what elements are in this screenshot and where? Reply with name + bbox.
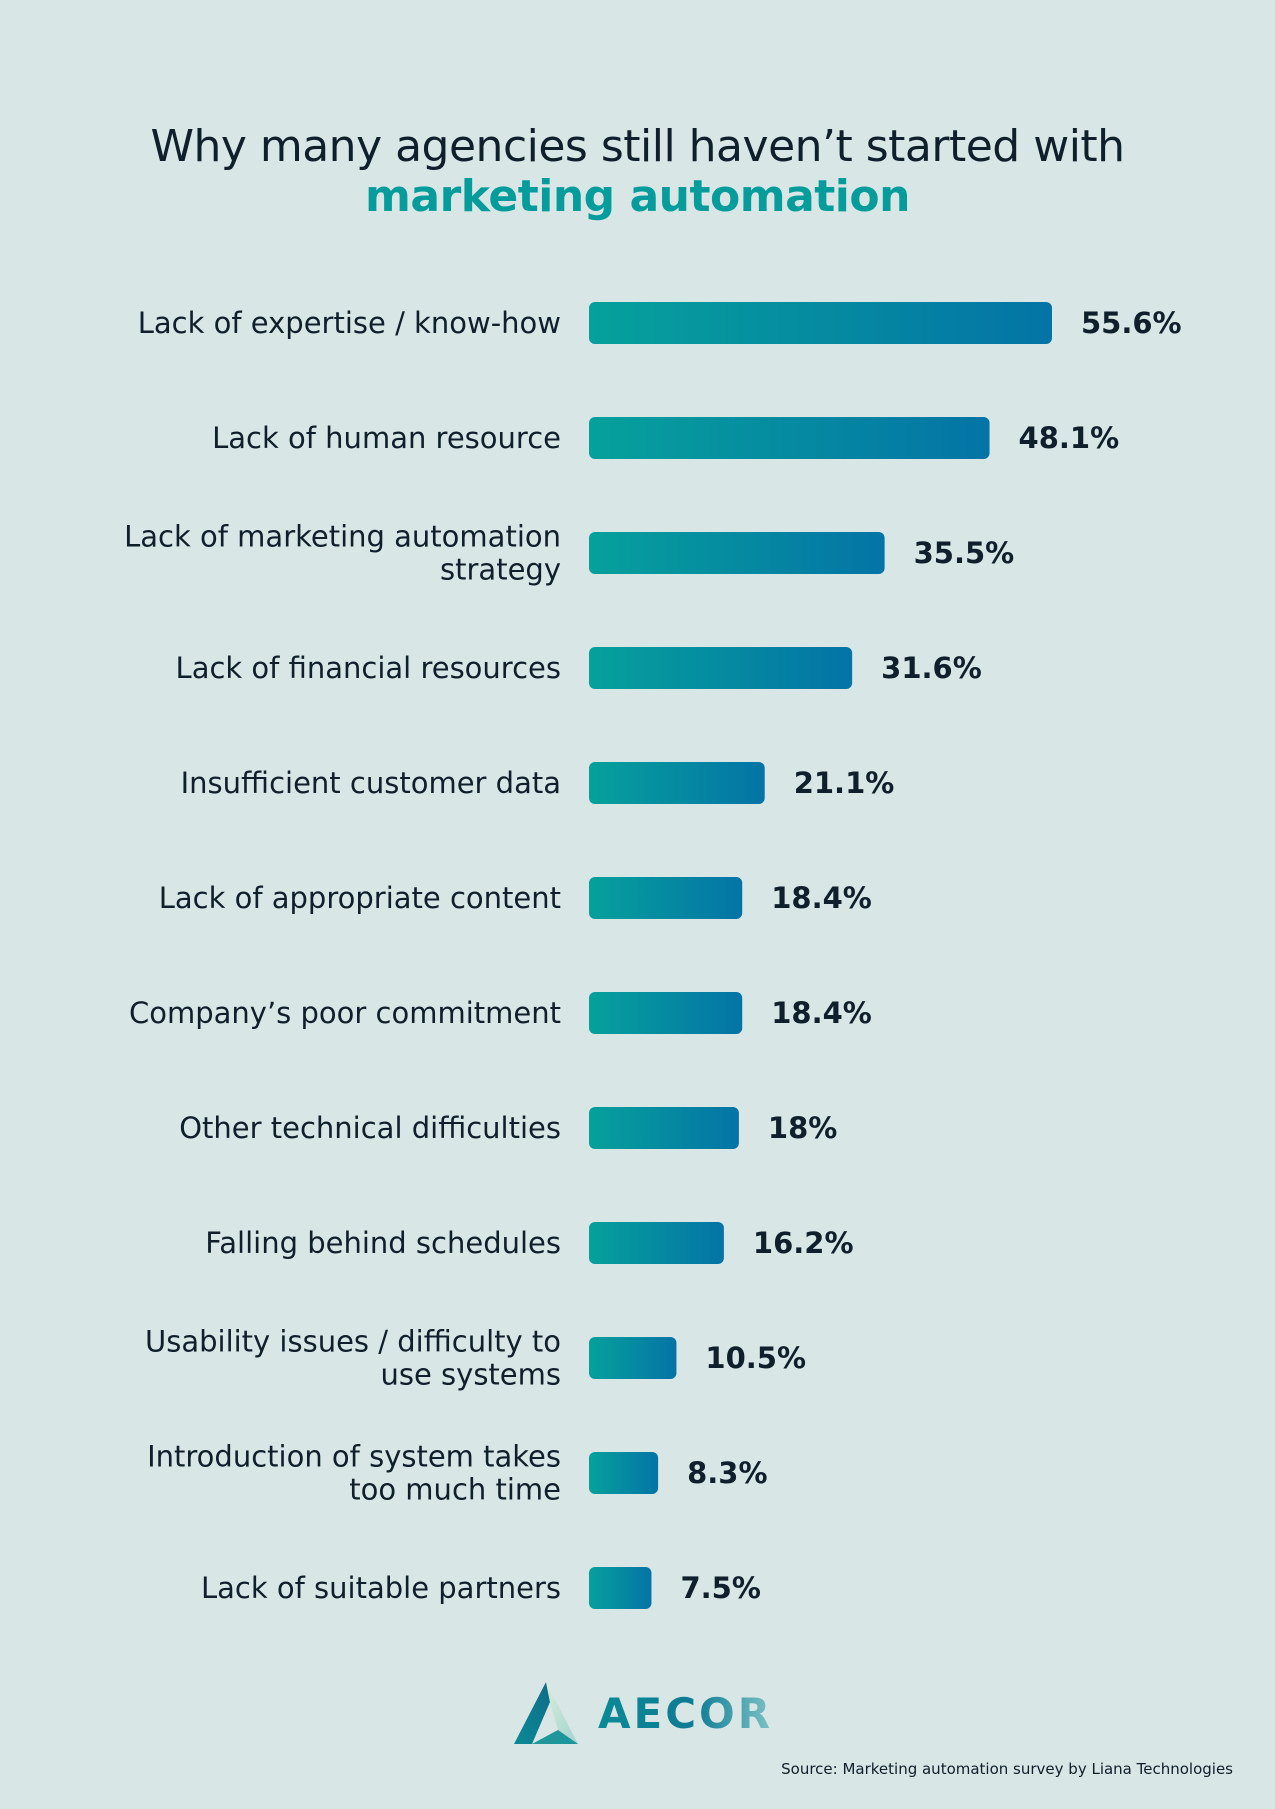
- bar: [589, 532, 885, 574]
- category-label-line: Usability issues / difficulty to: [145, 1325, 561, 1359]
- category-label-line: Lack of financial resources: [176, 651, 561, 685]
- category-label-line: too much time: [349, 1473, 561, 1507]
- category-label: Usability issues / difficulty to use syst…: [145, 1325, 561, 1392]
- chart-title-line-2: marketing automation: [365, 171, 910, 222]
- value-label: 7.5%: [680, 1571, 760, 1605]
- value-label: 16.2%: [753, 1226, 854, 1260]
- value-label: 18.4%: [771, 881, 872, 915]
- value-label: 18.4%: [771, 996, 872, 1030]
- chart-title: Why many agencies still haven’t started …: [0, 122, 1275, 222]
- value-label: 48.1%: [1019, 421, 1120, 455]
- value-label: 31.6%: [881, 651, 982, 685]
- category-label: Lack of appropriate content: [159, 881, 561, 915]
- bar: [589, 877, 743, 919]
- category-label: Company’s poor commitment: [129, 996, 561, 1030]
- bar: [589, 1452, 659, 1494]
- category-label-line: Falling behind schedules: [205, 1226, 561, 1260]
- value-label: 55.6%: [1081, 306, 1182, 340]
- bars-group: Lack of expertise / know-how 55.6% Lack of…: [124, 302, 1182, 1609]
- aecor-triangle-logo-icon: [514, 1682, 578, 1744]
- value-label: 35.5%: [914, 536, 1015, 570]
- value-label: 10.5%: [705, 1341, 806, 1375]
- aecor-logo: AECOR: [512, 1678, 773, 1748]
- category-label: Lack of human resource: [212, 421, 561, 455]
- category-label: Introduction of system takes too much tim…: [147, 1440, 561, 1507]
- category-label: Lack of marketing automation strategy: [124, 520, 561, 587]
- category-label-line: Other technical difficulties: [179, 1111, 561, 1145]
- bar: [589, 417, 990, 459]
- bar: [589, 302, 1052, 344]
- value-label: 21.1%: [794, 766, 895, 800]
- category-label: Falling behind schedules: [205, 1226, 561, 1260]
- category-label-line: Lack of marketing automation: [124, 520, 561, 554]
- category-label-line: Company’s poor commitment: [129, 996, 561, 1030]
- chart-title-line-1: Why many agencies still haven’t started …: [150, 121, 1125, 172]
- bar: [589, 1567, 652, 1609]
- category-label-line: Lack of expertise / know-how: [138, 306, 561, 340]
- bar: [589, 1107, 739, 1149]
- category-label: Lack of suitable partners: [201, 1571, 561, 1605]
- category-label-line: Introduction of system takes: [147, 1440, 561, 1474]
- category-label: Lack of financial resources: [176, 651, 561, 685]
- value-label: 8.3%: [687, 1456, 767, 1490]
- bar: [589, 647, 853, 689]
- category-label-line: Insufficient customer data: [181, 766, 561, 800]
- category-label: Insufficient customer data: [181, 766, 561, 800]
- category-label-line: Lack of suitable partners: [201, 1571, 561, 1605]
- category-label-line: Lack of appropriate content: [159, 881, 561, 915]
- bar: [589, 992, 743, 1034]
- value-label: 18%: [768, 1111, 837, 1145]
- bar: [589, 1222, 724, 1264]
- bar: [589, 762, 765, 804]
- category-label-line: Lack of human resource: [212, 421, 561, 455]
- source-note: Source: Marketing automation survey by L…: [781, 1760, 1233, 1778]
- category-label: Lack of expertise / know-how: [138, 306, 561, 340]
- category-label-line: strategy: [440, 553, 561, 587]
- category-label-line: use systems: [381, 1358, 562, 1392]
- bar: [589, 1337, 677, 1379]
- category-label: Other technical difficulties: [179, 1111, 561, 1145]
- logo-wordmark: AECOR: [598, 1688, 774, 1738]
